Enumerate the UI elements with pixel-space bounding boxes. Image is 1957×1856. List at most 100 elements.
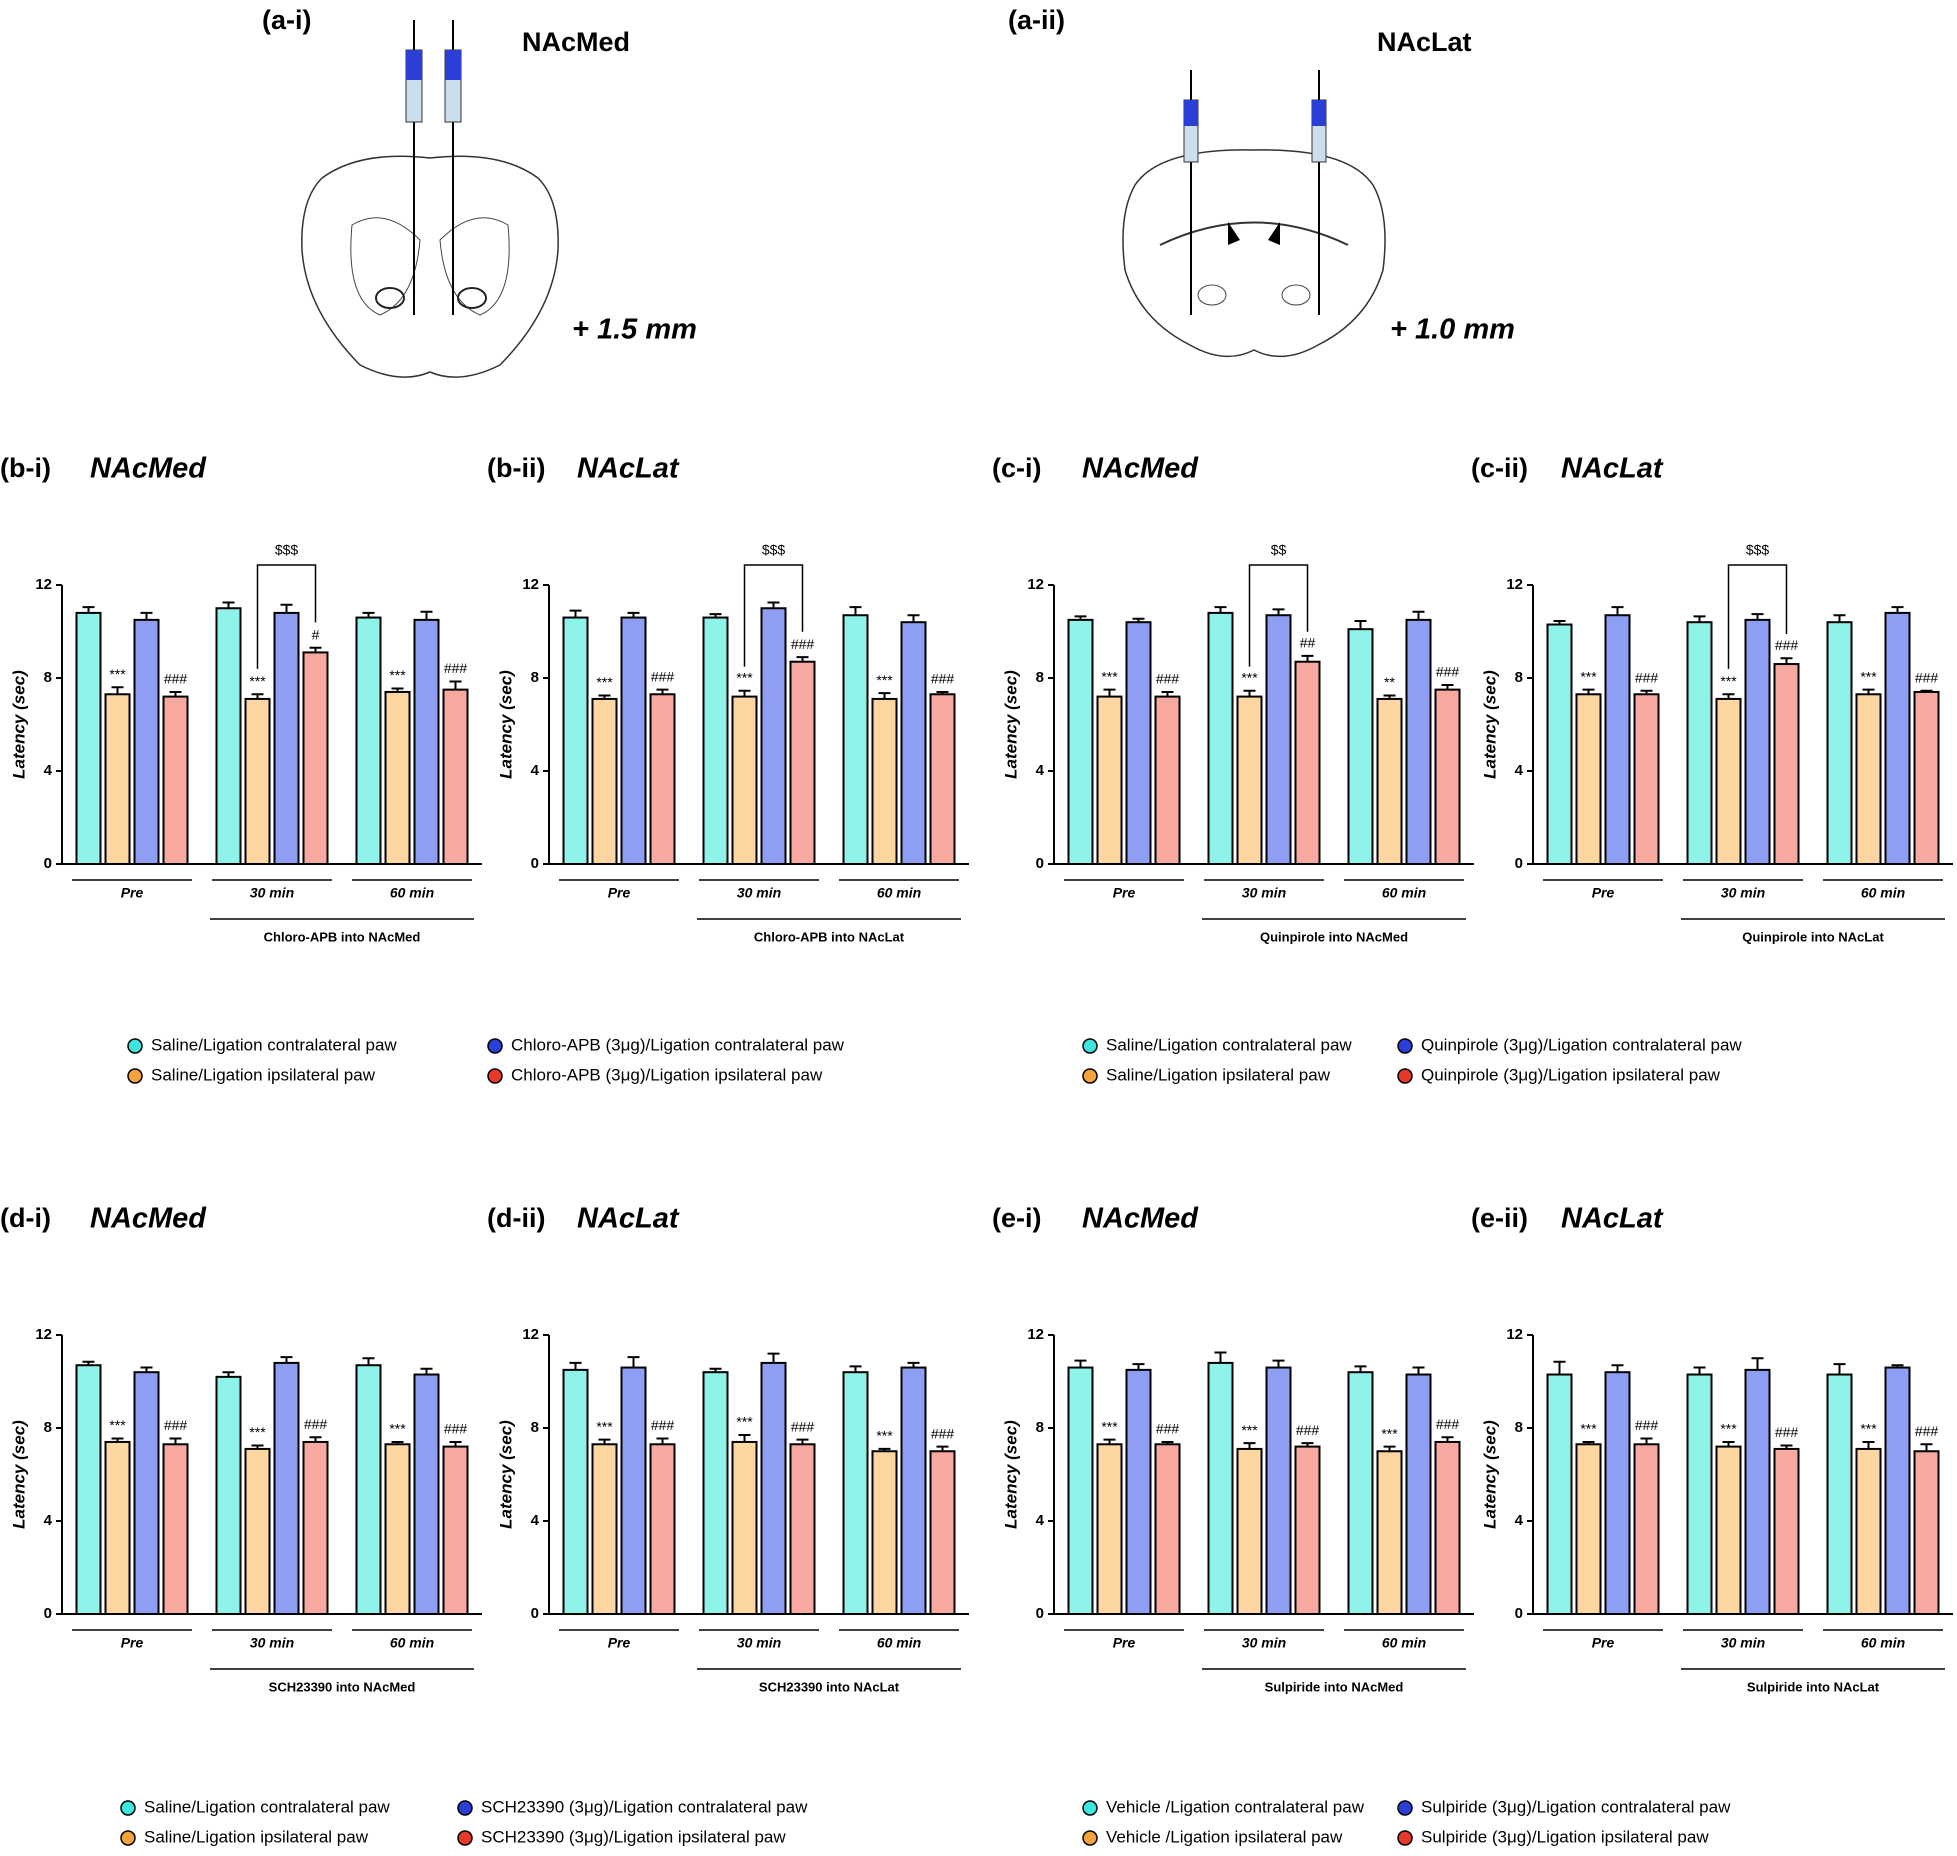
- bar: [1575, 1443, 1602, 1616]
- bar: [133, 1371, 160, 1615]
- bar: [842, 614, 869, 865]
- error-bar: [1161, 690, 1174, 697]
- significance-label: ###: [164, 671, 188, 687]
- error-bar: [849, 606, 862, 616]
- bar: [1604, 614, 1631, 865]
- chart-title: NAcLat: [1561, 1203, 1664, 1235]
- legend-label: Vehicle /Ligation ipsilateral paw: [1106, 1827, 1343, 1846]
- coordinate: + 1.5 mm: [572, 314, 697, 346]
- significance-label: ###: [1915, 669, 1939, 685]
- x-tick-label: Pre: [1113, 1635, 1136, 1651]
- legend-label: Chloro-APB (3μg)/Ligation ipsilateral pa…: [511, 1065, 823, 1084]
- diagram-title: NAcLat: [1377, 27, 1472, 57]
- x-tick-label: Pre: [1113, 885, 1136, 901]
- panel-label: (b-i): [0, 453, 51, 483]
- error-bar: [1553, 620, 1566, 625]
- bar: [1376, 1450, 1403, 1615]
- y-tick-label: 12: [1506, 576, 1523, 593]
- chart-title: NAcLat: [1561, 453, 1664, 485]
- significance-label: ***: [1720, 673, 1737, 689]
- bar: [75, 1364, 102, 1615]
- significance-label: ###: [651, 1417, 675, 1433]
- error-bar: [1920, 689, 1933, 692]
- legend-label: Quinpirole (3μg)/Ligation contralateral …: [1421, 1035, 1742, 1054]
- error-bar: [1833, 1363, 1846, 1375]
- bar: [413, 1373, 440, 1616]
- bar: [75, 611, 102, 866]
- legend-label: Saline/Ligation ipsilateral paw: [144, 1827, 369, 1846]
- significance-label: ##: [1300, 635, 1316, 651]
- x-tick-label: Pre: [121, 885, 144, 901]
- error-bar: [1354, 620, 1367, 630]
- error-bar: [1751, 613, 1764, 620]
- legend-marker: [1082, 1830, 1098, 1846]
- error-bar: [1074, 1359, 1087, 1368]
- error-bar: [709, 613, 722, 618]
- legend-label: Sulpiride (3μg)/Ligation ipsilateral paw: [1421, 1827, 1709, 1846]
- legend-label: SCH23390 (3μg)/Ligation contralateral pa…: [481, 1797, 808, 1816]
- bar: [1546, 623, 1573, 866]
- error-bar: [936, 690, 949, 695]
- bar: [215, 1375, 242, 1615]
- y-tick-label: 8: [1036, 669, 1044, 686]
- error-bar: [656, 1437, 669, 1445]
- legend-marker: [127, 1068, 143, 1084]
- bar: [789, 1443, 816, 1616]
- error-bar: [1640, 1437, 1653, 1445]
- legend-marker: [120, 1830, 136, 1846]
- significance-label: ###: [1915, 1423, 1939, 1439]
- bar: [1884, 1366, 1911, 1616]
- error-bar: [1920, 1443, 1933, 1452]
- panel-label: (a-i): [262, 5, 312, 35]
- bar: [302, 1440, 329, 1615]
- y-tick-label: 8: [1515, 669, 1523, 686]
- error-bar: [598, 1438, 611, 1445]
- bar: [273, 611, 300, 866]
- error-bar: [251, 693, 264, 699]
- bar: [1207, 1361, 1234, 1616]
- x-tick-label: Pre: [1592, 885, 1615, 901]
- y-tick-label: 0: [44, 855, 52, 872]
- bar: [1265, 1366, 1292, 1616]
- legend-label: Sulpiride (3μg)/Ligation contralateral p…: [1421, 1797, 1731, 1816]
- error-bar: [1301, 1442, 1314, 1447]
- chart-title: NAcMed: [1082, 1203, 1199, 1235]
- error-bar: [362, 611, 375, 618]
- legend-marker: [457, 1800, 473, 1816]
- y-tick-label: 0: [1036, 855, 1044, 872]
- bar: [1686, 1373, 1713, 1616]
- error-bar: [82, 1360, 95, 1366]
- x-tick-label: 30 min: [737, 1635, 781, 1651]
- y-axis-label: Latency (sec): [1001, 1420, 1020, 1529]
- significance-label: ###: [1156, 1421, 1180, 1437]
- bar: [702, 616, 729, 865]
- error-bar: [569, 609, 582, 618]
- error-bar: [1103, 688, 1116, 697]
- error-bar: [1780, 1444, 1793, 1449]
- bar: [1347, 1371, 1374, 1615]
- significance-label: ###: [1635, 1417, 1659, 1433]
- y-tick-label: 4: [44, 1512, 53, 1529]
- bar: [1744, 618, 1771, 865]
- error-bar: [280, 1356, 293, 1363]
- error-bar: [796, 656, 809, 662]
- y-axis-label: Latency (sec): [496, 670, 515, 779]
- bar: [1715, 1445, 1742, 1615]
- legend-label: Quinpirole (3μg)/Ligation ipsilateral pa…: [1421, 1065, 1721, 1084]
- bar: [562, 1368, 589, 1615]
- bar: [215, 607, 242, 865]
- significance-label: ***: [1860, 668, 1877, 684]
- bar: [1067, 618, 1094, 865]
- error-bar: [1833, 614, 1846, 623]
- significance-label: ***: [1580, 668, 1597, 684]
- bar: [273, 1361, 300, 1616]
- x-tick-label: 60 min: [877, 885, 921, 901]
- bracket: [1248, 564, 1309, 667]
- y-axis-label: Latency (sec): [9, 1420, 28, 1529]
- bar: [1376, 697, 1403, 865]
- y-tick-label: 4: [44, 762, 53, 779]
- error-bar: [1722, 693, 1735, 699]
- bar: [1154, 695, 1181, 865]
- bar: [591, 697, 618, 865]
- y-axis-label: Latency (sec): [1001, 670, 1020, 779]
